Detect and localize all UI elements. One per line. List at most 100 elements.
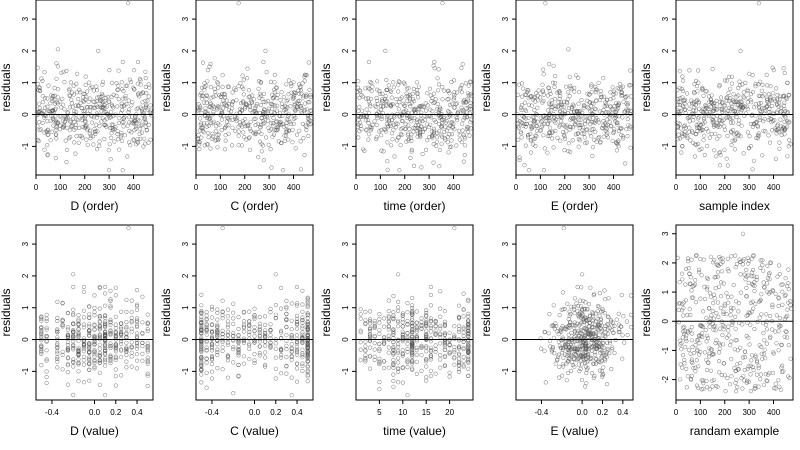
- data-point: [779, 365, 784, 370]
- data-point: [396, 324, 401, 329]
- data-point: [452, 355, 457, 360]
- data-point: [687, 68, 692, 73]
- data-point: [126, 1, 131, 6]
- data-point: [409, 149, 414, 154]
- data-point: [601, 365, 606, 370]
- data-point: [113, 330, 118, 335]
- data-point: [693, 103, 698, 108]
- data-point: [84, 94, 89, 99]
- data-point: [399, 132, 404, 137]
- data-point: [92, 129, 97, 134]
- data-point: [578, 315, 584, 320]
- data-point: [404, 91, 409, 96]
- data-point: [776, 348, 781, 353]
- data-point: [294, 284, 300, 290]
- data-point: [410, 318, 415, 323]
- data-point: [609, 366, 614, 372]
- data-point: [419, 326, 424, 331]
- data-point: [241, 92, 246, 97]
- data-point: [103, 123, 108, 128]
- data-point: [566, 148, 571, 154]
- data-point: [733, 368, 739, 373]
- data-point: [118, 355, 124, 360]
- data-point: [759, 351, 764, 356]
- data-point: [749, 270, 755, 275]
- data-point: [468, 120, 473, 125]
- data-point: [734, 377, 739, 382]
- data-point: [419, 319, 424, 325]
- data-point: [598, 320, 603, 326]
- data-point: [261, 91, 267, 96]
- data-point: [410, 358, 415, 363]
- data-point: [417, 127, 422, 132]
- data-point: [270, 106, 275, 111]
- data-point: [45, 96, 50, 101]
- data-point: [274, 108, 280, 113]
- data-point: [113, 374, 118, 379]
- data-point: [39, 334, 44, 339]
- data-point: [428, 355, 434, 360]
- data-point: [721, 311, 726, 317]
- data-point: [91, 88, 96, 93]
- data-point: [279, 285, 284, 291]
- data-point: [66, 88, 72, 93]
- data-point: [707, 324, 712, 329]
- data-point: [113, 314, 118, 320]
- data-point: [528, 150, 534, 155]
- data-point: [305, 303, 310, 308]
- data-point: [750, 365, 755, 370]
- data-point: [300, 288, 305, 293]
- data-point: [231, 301, 236, 306]
- data-point: [461, 307, 466, 312]
- data-point: [396, 89, 401, 94]
- data-point: [754, 119, 759, 124]
- data-point: [358, 330, 363, 335]
- data-point: [567, 74, 572, 79]
- y-tick-label: -1: [21, 142, 30, 150]
- data-point: [756, 93, 761, 98]
- x-tick-label: 5: [377, 408, 382, 417]
- data-point: [200, 124, 205, 129]
- data-point: [199, 111, 204, 116]
- data-point: [676, 307, 681, 313]
- data-point: [290, 127, 295, 132]
- data-point: [442, 323, 448, 329]
- data-point: [560, 290, 566, 295]
- y-axis-title: residuals: [319, 288, 333, 336]
- data-point: [54, 76, 59, 81]
- data-point: [526, 102, 532, 107]
- data-point: [584, 367, 590, 372]
- data-point: [680, 144, 685, 149]
- data-point: [391, 329, 396, 334]
- data-point: [377, 346, 382, 352]
- data-point: [542, 113, 547, 118]
- data-point: [580, 354, 585, 359]
- data-point: [621, 314, 626, 319]
- data-point: [44, 325, 49, 330]
- data-point: [102, 323, 108, 328]
- data-point: [428, 284, 434, 290]
- data-point: [236, 133, 241, 138]
- data-point: [676, 132, 681, 137]
- data-point: [204, 360, 209, 365]
- data-point: [529, 103, 534, 108]
- data-point: [87, 333, 92, 338]
- data-point: [616, 102, 621, 107]
- data-point: [456, 327, 462, 332]
- data-point: [690, 344, 695, 350]
- data-point: [580, 127, 585, 132]
- data-point: [88, 136, 93, 141]
- data-point: [207, 64, 212, 69]
- data-point: [386, 365, 391, 370]
- data-point: [677, 280, 682, 285]
- data-point: [416, 95, 421, 100]
- data-point: [99, 91, 104, 96]
- data-point: [621, 136, 626, 141]
- data-point: [236, 326, 241, 332]
- x-tick-label: 0: [34, 183, 39, 192]
- data-point: [94, 88, 100, 93]
- data-point: [519, 135, 524, 140]
